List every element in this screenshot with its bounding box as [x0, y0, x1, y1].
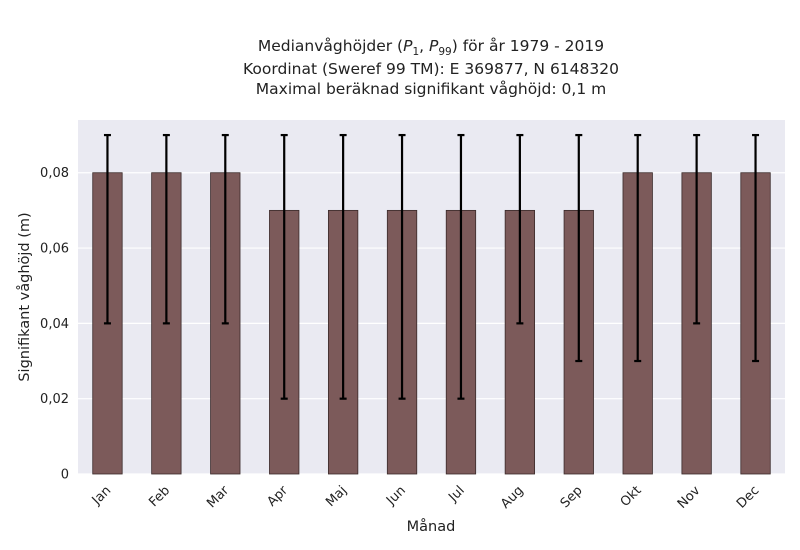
error-bar	[162, 133, 170, 325]
x-tick-label: Mar	[204, 483, 232, 511]
error-bar	[634, 133, 642, 363]
error-bar	[575, 133, 583, 363]
x-tick-label: Jul	[445, 483, 467, 505]
error-bar	[221, 133, 229, 325]
title-p-low-sub: 1	[412, 46, 419, 58]
x-tick-label: Feb	[146, 483, 173, 510]
chart-title: Medianvåghöjder (P1, P99) för år 1979 - …	[243, 37, 619, 98]
title-line-1: Medianvåghöjder (P1, P99) för år 1979 - …	[258, 37, 604, 58]
x-tick-label: Apr	[265, 483, 292, 510]
x-tick-label: Maj	[323, 483, 350, 510]
title-p-high-sub: 99	[438, 46, 451, 58]
error-bars	[103, 133, 760, 400]
error-bar	[516, 133, 524, 325]
error-bar	[280, 133, 288, 400]
error-bar	[693, 133, 701, 325]
title-sep: ,	[419, 37, 429, 55]
gridlines	[78, 172, 785, 475]
x-tick-label: Sep	[558, 483, 586, 511]
error-bar	[103, 133, 111, 325]
title-suffix: ) för år 1979 - 2019	[452, 37, 604, 55]
title-line-2: Koordinat (Sweref 99 TM): E 369877, N 61…	[243, 60, 619, 78]
title-p-high: P	[429, 37, 439, 55]
error-bar	[752, 133, 760, 363]
y-tick-label: 0,06	[40, 242, 69, 257]
y-tick-label: 0,02	[40, 392, 69, 407]
x-tick-labels: Jan Feb Mar Apr Maj Jun Jul Aug Sep Okt Nov Dec	[89, 483, 763, 512]
error-bar	[339, 133, 347, 400]
title-p-low: P	[403, 37, 413, 55]
error-bar	[457, 133, 465, 400]
x-tick-label: Aug	[498, 483, 527, 512]
x-tick-label: Jan	[89, 483, 114, 508]
y-axis-label: Signifikant våghöjd (m)	[16, 212, 33, 381]
x-tick-label: Dec	[734, 483, 762, 511]
title-prefix: Medianvåghöjder (	[258, 37, 403, 55]
x-tick-label: Jun	[383, 483, 409, 509]
x-axis-label: Månad	[407, 518, 456, 535]
x-tick-label: Okt	[618, 483, 645, 510]
x-tick-label: Nov	[675, 483, 704, 512]
y-tick-label: 0	[61, 468, 69, 483]
y-tick-labels: 0 0,02 0,04 0,06 0,08	[40, 166, 69, 482]
plot-area	[78, 120, 785, 474]
y-tick-label: 0,04	[40, 317, 69, 332]
title-line-3: Maximal beräknad signifikant våghöjd: 0,…	[256, 80, 606, 98]
error-bar	[398, 133, 406, 400]
y-tick-label: 0,08	[40, 166, 69, 181]
